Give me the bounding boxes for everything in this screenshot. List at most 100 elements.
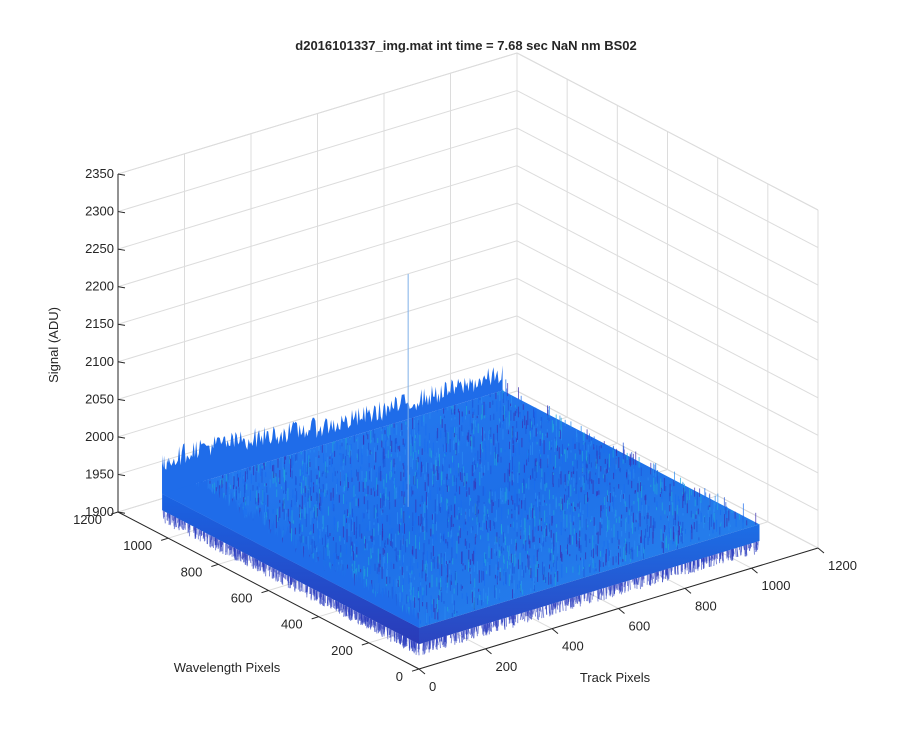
x-tick <box>817 547 825 554</box>
surface-fringe-left <box>346 606 349 613</box>
grid-line-z-left-wall <box>117 90 518 213</box>
surface-fringe-right <box>461 630 464 638</box>
surface-fringe-right <box>591 591 593 600</box>
surface-fringe-left <box>350 608 352 621</box>
surface-fringe-left <box>408 638 411 650</box>
surface-fringe-left <box>290 577 293 585</box>
surface-fringe-right <box>558 601 561 613</box>
y-tick <box>211 563 219 568</box>
surface-fringe-left <box>362 615 365 623</box>
surface-fringe-left <box>172 516 175 527</box>
surface-fringe-right <box>526 611 529 623</box>
surface-fringe-left <box>254 558 257 565</box>
surface-fringe-right <box>664 569 667 575</box>
grid-line-z-right-wall <box>516 315 819 474</box>
surface-fringe-right <box>745 544 748 557</box>
z-tick <box>117 473 126 477</box>
surface-fringe-right <box>501 618 504 626</box>
surface-fringe-right <box>494 621 496 627</box>
surface-fringe-right <box>589 592 592 603</box>
surface-fringe-left <box>318 591 320 598</box>
surface-fringe-right <box>531 609 533 614</box>
surface-fringe-right <box>726 550 728 559</box>
surface-fringe-left <box>168 513 170 518</box>
surface-fringe-left <box>262 562 265 572</box>
surface-side-right <box>419 524 760 645</box>
grid-line-z-right-wall <box>516 277 819 436</box>
grid-line-z-left-wall <box>117 127 518 250</box>
surface-fringe-left <box>275 569 277 582</box>
surface-fringe-left <box>329 597 332 609</box>
surface-fringe-right <box>429 640 431 649</box>
surface-fringe-right <box>511 616 513 623</box>
surface-fringe-left <box>252 557 255 570</box>
surface-fringe-left <box>256 559 259 570</box>
surface-fringe-right <box>455 632 457 642</box>
surface-ridge-left <box>162 454 419 628</box>
z-tick-label: 1950 <box>85 466 114 481</box>
grid-line-z-left-wall <box>117 240 518 363</box>
z-tick-label: 2350 <box>85 166 114 181</box>
surface-fringe-left <box>388 628 390 636</box>
surface-fringe-right <box>731 549 734 554</box>
surface-fringe-left <box>393 631 395 642</box>
surface-fringe-right <box>458 632 461 643</box>
surface-fringe-right <box>668 568 670 579</box>
surface-fringe-right <box>441 637 443 645</box>
grid-line-z-left-wall <box>117 277 518 400</box>
surface-fringe-left <box>273 568 276 573</box>
surface-fringe-left <box>243 553 246 565</box>
surface-fringe-right <box>453 633 455 642</box>
y-tick-label: 600 <box>231 591 253 606</box>
surface-fringe-left <box>333 599 335 606</box>
surface-fringe-right <box>538 607 541 618</box>
surface-fringe-left <box>398 634 401 642</box>
surface-fringe-right <box>561 600 564 611</box>
grid-line-z-right-wall <box>516 127 819 286</box>
x-tick-label: 200 <box>496 659 518 674</box>
surface-fringe-left <box>231 546 233 551</box>
surface-fringe-left <box>215 538 217 549</box>
surface-fringe-right <box>417 644 420 653</box>
surface-fringe-left <box>379 623 381 630</box>
surface-fringe-right <box>627 580 630 592</box>
surface-fringe-right <box>541 606 543 619</box>
surface-fringe-right <box>738 546 741 551</box>
surface-fringe-left <box>233 547 235 552</box>
surface-fringe-right <box>642 576 645 584</box>
surface-fringe-right <box>580 594 582 604</box>
surface-fringe-left <box>328 597 331 603</box>
surface-fringe-right <box>660 570 662 578</box>
box-edge <box>516 52 819 211</box>
z-tick-label: 2200 <box>85 279 114 294</box>
surface-fringe-left <box>210 535 212 548</box>
surface-fringe-right <box>652 572 655 579</box>
z-tick-label: 2150 <box>85 316 114 331</box>
surface-fringe-right <box>586 593 589 602</box>
surface-fringe-right <box>613 585 615 594</box>
z-tick-label: 2050 <box>85 391 114 406</box>
surface-fringe-left <box>372 620 375 628</box>
surface-fringe-right <box>548 604 551 617</box>
surface-fringe-left <box>238 550 241 561</box>
surface-fringe-right <box>473 627 476 639</box>
surface-fringe-right <box>466 629 469 635</box>
surface-fringe-right <box>512 615 515 626</box>
surface-fringe-right <box>734 548 737 558</box>
y-tick <box>311 616 319 620</box>
y-axis-label: Wavelength Pixels <box>174 660 281 675</box>
surface-fringe-right <box>569 598 572 608</box>
y-tick <box>110 511 119 515</box>
surface-fringe-right <box>698 559 700 567</box>
surface-fringe-left <box>187 524 190 533</box>
x-tick-label: 0 <box>429 679 436 694</box>
surface-fringe-right <box>755 541 758 549</box>
surface-fringe-right <box>611 585 613 598</box>
z-tick <box>117 248 126 251</box>
x-tick <box>418 668 426 675</box>
surface-fringe-right <box>719 552 721 562</box>
surface-fringe-left <box>212 537 215 549</box>
y-tick-label: 200 <box>331 643 353 658</box>
surface-fringe-right <box>471 627 474 637</box>
